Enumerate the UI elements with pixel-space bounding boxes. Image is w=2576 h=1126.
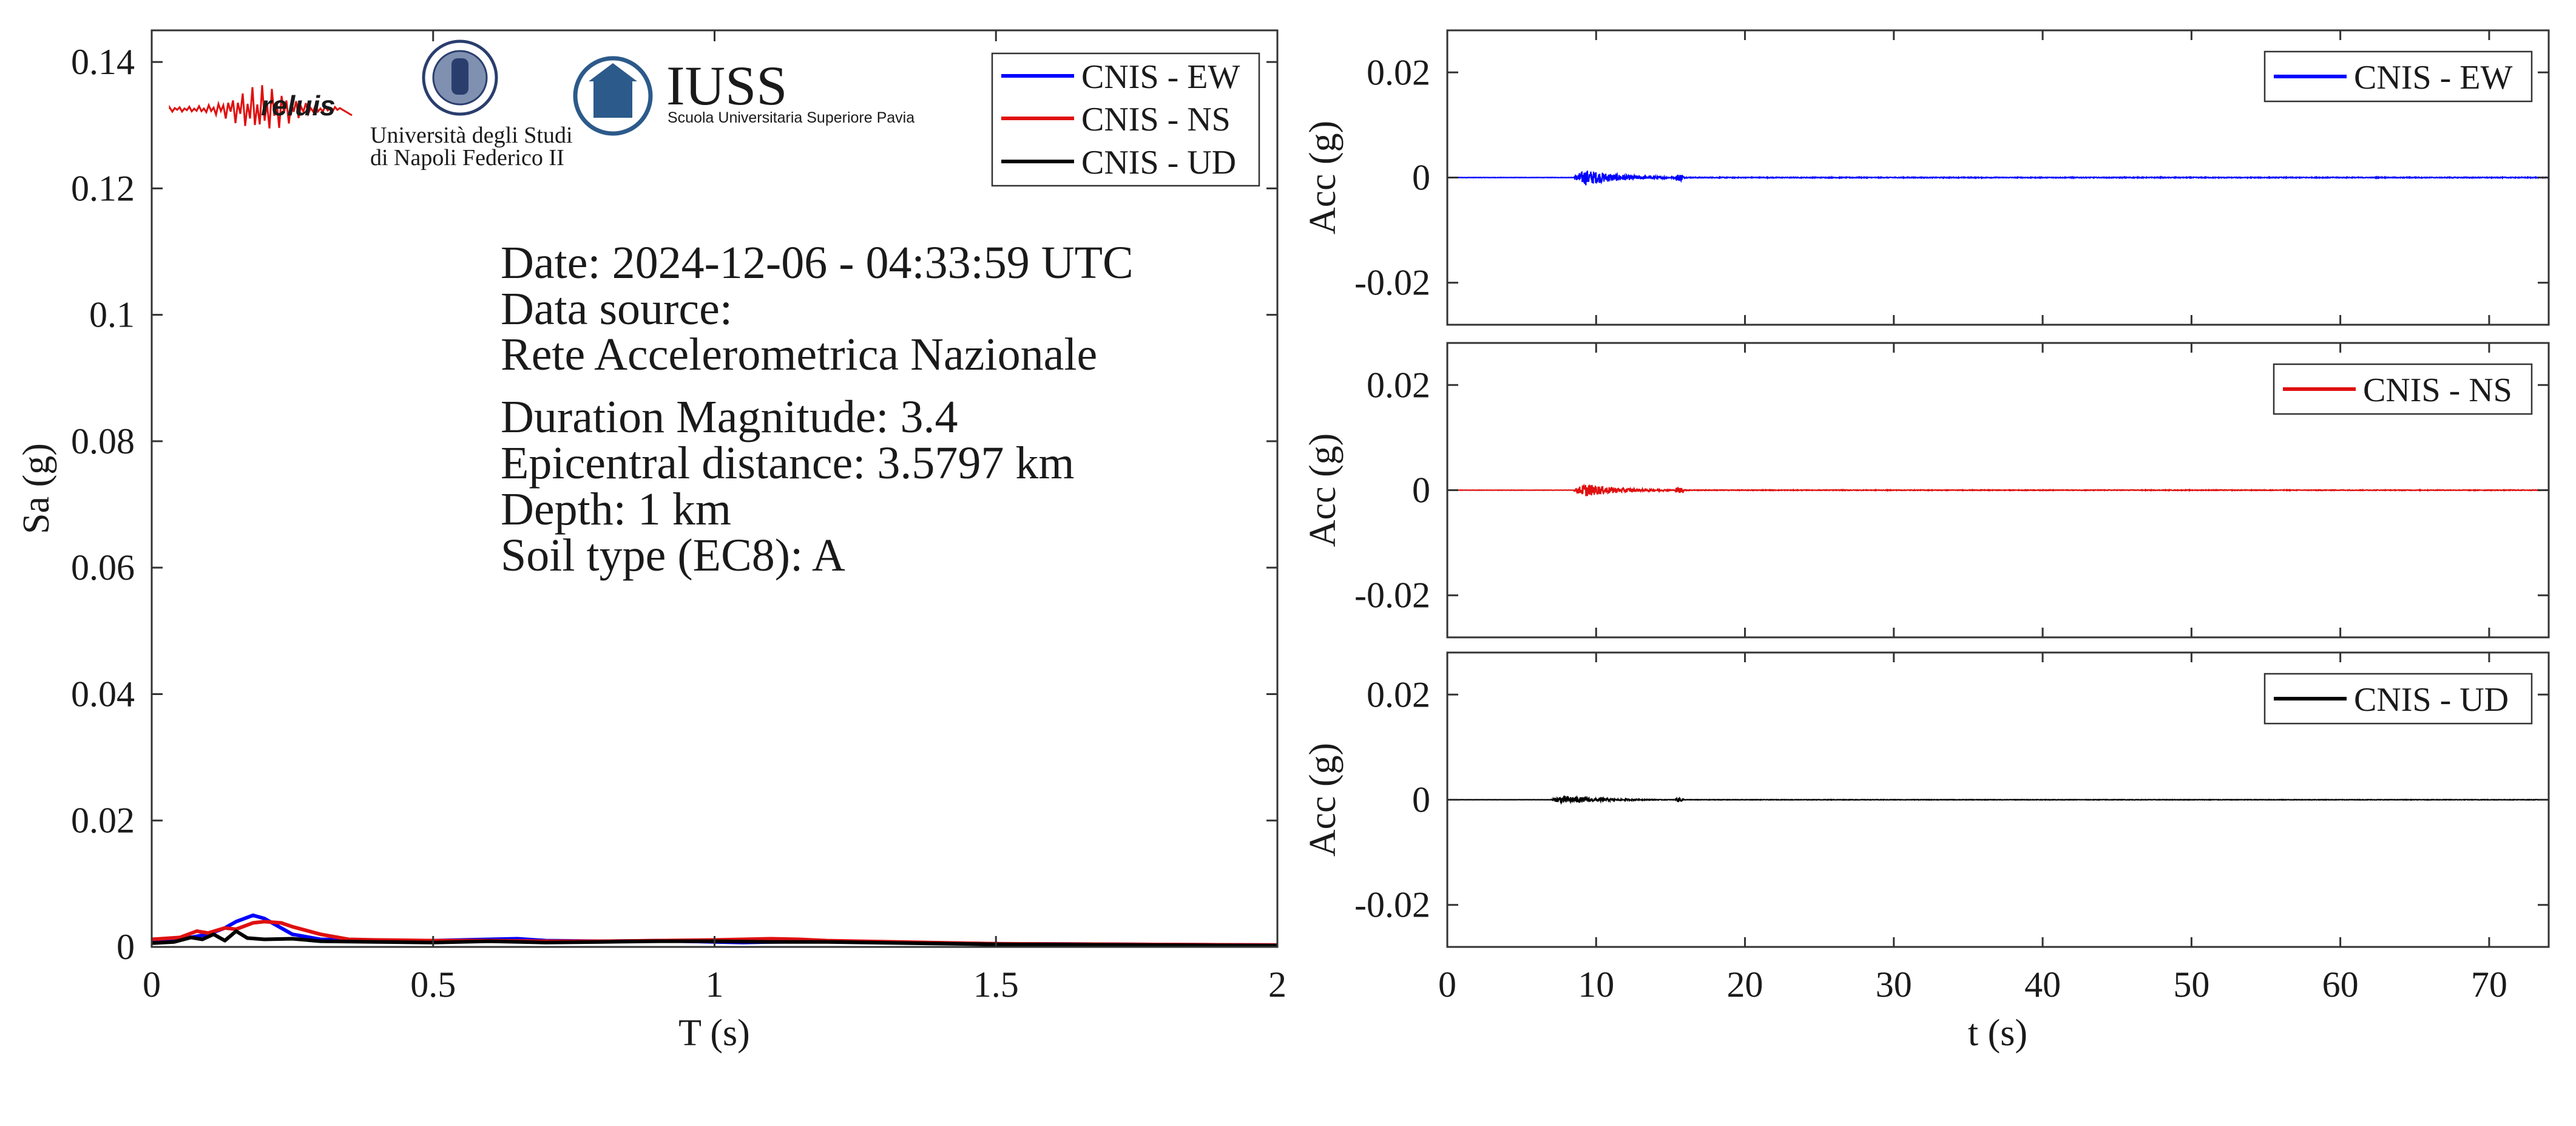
- reluis-logo-text: reluis: [261, 90, 336, 121]
- spectrum-legend-label-ew: CNIS - EW: [1081, 58, 1240, 96]
- accelerogram-y-tick-label: 0: [1412, 158, 1430, 198]
- spectrum-y-tick-label: 0.08: [71, 421, 135, 461]
- event-info-block: Date: 2024-12-06 - 04:33:59 UTC Data sou…: [501, 237, 1134, 581]
- accelerogram-x-tick-label: 0: [1438, 965, 1456, 1005]
- event-soil-type: Soil type (EC8): A: [501, 530, 845, 581]
- iuss-emblem-building: [593, 80, 632, 118]
- accelerogram-y-tick-label: 0: [1412, 780, 1430, 820]
- accelerogram-panel-ew: -0.02 0 0.02 Acc (g) CNIS - EW: [1302, 29, 2550, 326]
- accelerogram-y-tick-label: -0.02: [1354, 263, 1430, 303]
- iuss-logo-name: IUSS: [666, 55, 787, 117]
- accelerogram-x-tick-label: 70: [2471, 965, 2507, 1005]
- accelerogram-trace-ns: [1447, 483, 2549, 497]
- spectrum-y-tick-label: 0.02: [71, 801, 135, 841]
- accelerogram-y-tick-label: 0.02: [1367, 52, 1430, 92]
- event-date: Date: 2024-12-06 - 04:33:59 UTC: [501, 237, 1134, 288]
- reluis-wave-mark: [169, 85, 353, 129]
- accelerogram-legend-label-ew: CNIS - EW: [2354, 59, 2512, 97]
- accelerogram-y-axis-title-ew: Acc (g): [1302, 121, 1344, 235]
- spectrum-series-group: [151, 913, 1278, 948]
- accelerogram-trace-ud: [1447, 795, 2549, 805]
- accelerogram-y-tick-label: -0.02: [1354, 885, 1430, 925]
- accelerogram-x-tick-label: 50: [2173, 965, 2209, 1005]
- iuss-logo: IUSS Scuola Universitaria Superiore Pavi…: [573, 55, 914, 136]
- spectrum-legend-label-ud: CNIS - UD: [1081, 144, 1236, 181]
- accelerogram-panel-ns: -0.02 0 0.02 Acc (g) CNIS - NS: [1302, 342, 2550, 639]
- accelerogram-x-tick-label: 10: [1578, 965, 1614, 1005]
- accelerogram-trace-ew: [1447, 171, 2549, 186]
- accelerogram-x-tick-label: 30: [1876, 965, 1912, 1005]
- reluis-logo: reluis: [169, 85, 353, 129]
- spectrum-y-tick-label: 0.06: [71, 548, 135, 588]
- spectrum-y-tick-label: 0: [117, 927, 135, 967]
- accelerogram-x-tick-label: 20: [1727, 965, 1763, 1005]
- unina-seal: [422, 39, 498, 116]
- iuss-emblem: [573, 56, 653, 136]
- spectrum-y-tick-label: 0.04: [71, 674, 135, 714]
- spectrum-ticks-group: 0 0.5 1 1.5 2 0 0.02 0.04 0.06 0.08 0.1 0.12 0.14: [71, 30, 1286, 1005]
- accelerogram-y-axis-title-ud: Acc (g): [1302, 743, 1344, 857]
- event-magnitude: Duration Magnitude: 3.4: [501, 392, 958, 443]
- accelerogram-y-tick-label: 0.02: [1367, 365, 1430, 405]
- accelerogram-x-tick-label: 40: [2024, 965, 2061, 1005]
- accelerogram-legend-label-ns: CNIS - NS: [2363, 371, 2512, 409]
- spectrum-x-tick-label: 1.5: [973, 965, 1019, 1005]
- spectrum-x-tick-label: 0: [143, 965, 161, 1005]
- spectrum-legend: CNIS - EW CNIS - NS CNIS - UD: [991, 52, 1260, 187]
- event-data-source-label: Data source:: [501, 283, 732, 334]
- unina-logo: Università degli Studi di Napoli Federic…: [370, 39, 573, 171]
- spectrum-y-tick-label: 0.12: [71, 168, 135, 208]
- accelerogram-y-tick-label: 0.02: [1367, 674, 1430, 714]
- event-depth: Depth: 1 km: [501, 484, 731, 535]
- spectrum-x-tick-label: 2: [1268, 965, 1286, 1005]
- event-epicentral-distance: Epicentral distance: 3.5797 km: [501, 438, 1075, 489]
- spectrum-series-ud: [151, 929, 1278, 948]
- time-x-axis-title: t (s): [1968, 1012, 2027, 1054]
- accelerogram-y-axis-title-ns: Acc (g): [1302, 433, 1344, 548]
- unina-logo-text-line-1: Università degli Studi: [370, 123, 573, 148]
- accelerogram-y-tick-label: -0.02: [1354, 575, 1430, 616]
- spectrum-x-axis-title: T (s): [678, 1012, 750, 1054]
- spectrum-y-axis-title: Sa (g): [16, 443, 57, 534]
- spectrum-y-tick-label: 0.1: [89, 295, 135, 335]
- iuss-logo-subtitle: Scuola Universitaria Superiore Pavia: [668, 109, 914, 126]
- spectrum-y-tick-label: 0.14: [71, 42, 135, 82]
- unina-seal-figure: [451, 58, 468, 95]
- spectrum-x-tick-label: 1: [706, 965, 724, 1005]
- event-data-source-name: Rete Accelerometrica Nazionale: [501, 329, 1097, 380]
- spectrum-panel: 0 0.5 1 1.5 2 0 0.02 0.04 0.06 0.08 0.1 0.12 0.14 T …: [16, 29, 1286, 1054]
- spectrum-legend-label-ns: CNIS - NS: [1081, 101, 1231, 138]
- spectrum-series-ns: [151, 920, 1278, 947]
- unina-logo-text-line-2: di Napoli Federico II: [370, 145, 564, 171]
- iuss-emblem-roof: [589, 63, 637, 81]
- accelerogram-y-tick-label: 0: [1412, 470, 1430, 510]
- spectrum-x-tick-label: 0.5: [410, 965, 456, 1005]
- accelerogram-legend-label-ud: CNIS - UD: [2354, 681, 2509, 719]
- accelerogram-x-tick-label: 60: [2322, 965, 2359, 1005]
